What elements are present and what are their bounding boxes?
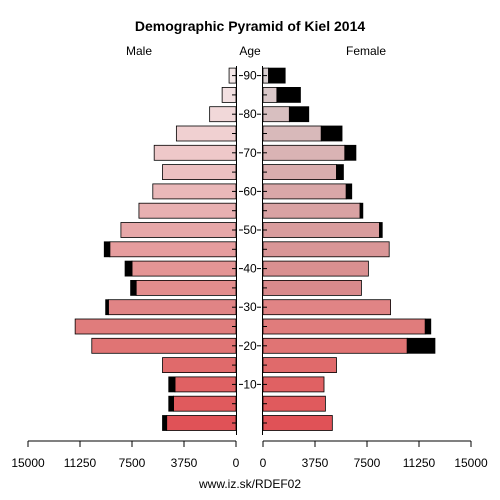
male-x-tick-label: 7500 [119, 456, 146, 470]
female-extra-bar-60-64 [345, 183, 353, 200]
female-extra-bar-25-29 [424, 318, 432, 335]
male-bar-65-69 [162, 164, 237, 181]
female-label: Female [346, 44, 386, 58]
female-bar-45-49 [262, 241, 390, 258]
female-extra-bar-65-69 [336, 164, 344, 181]
female-x-tick-label: 3750 [302, 456, 329, 470]
age-tick-label: 40 [243, 262, 257, 276]
male-extra-bar-30-34 [105, 299, 109, 316]
female-bar-20-24 [262, 337, 408, 354]
female-extra-bar-85-89 [276, 87, 301, 103]
male-bar-20-24 [91, 337, 237, 354]
female-extra-bar-55-59 [359, 202, 364, 219]
male-bar-35-39 [135, 279, 237, 296]
male-extra-bar-35-39 [130, 279, 137, 296]
female-bar-0-4 [262, 415, 333, 431]
female-bar-30-34 [262, 299, 391, 316]
male-bar-5-9 [173, 395, 237, 412]
male-x-tick-label: 15000 [11, 456, 45, 470]
age-tick-label: 60 [243, 184, 257, 198]
female-extra-bar-70-74 [344, 144, 357, 161]
female-bar-5-9 [262, 395, 326, 412]
male-extra-bar-45-49 [103, 241, 111, 258]
female-bar-75-79 [262, 125, 322, 142]
female-bar-10-14 [262, 376, 325, 393]
male-x-tick-label: 11250 [64, 456, 97, 470]
male-extra-bar-10-14 [168, 376, 176, 393]
male-bar-25-29 [74, 318, 237, 335]
female-x-tick-label: 11250 [403, 456, 436, 470]
age-tick-label: 90 [243, 69, 257, 83]
male-bar-50-54 [120, 222, 237, 238]
male-bar-0-4 [166, 415, 237, 431]
female-x-tick-label: 0 [260, 456, 267, 470]
female-extra-bar-50-54 [379, 222, 383, 238]
female-bars [262, 67, 436, 431]
male-extra-bar-5-9 [168, 395, 175, 412]
female-extra-bar-75-79 [320, 125, 343, 142]
female-extra-bar-80-84 [288, 106, 310, 123]
female-bar-50-54 [262, 222, 380, 238]
female-extra-bar-20-24 [406, 337, 436, 354]
male-bar-30-34 [108, 299, 237, 316]
male-bar-45-49 [109, 241, 237, 258]
male-bar-75-79 [175, 125, 237, 142]
female-bar-60-64 [262, 183, 347, 200]
female-bar-70-74 [262, 144, 346, 161]
male-bar-55-59 [138, 202, 237, 219]
source-footer: www.iz.sk/RDEF02 [198, 477, 301, 491]
female-bar-65-69 [262, 164, 337, 181]
male-bar-40-44 [131, 260, 237, 277]
female-bar-35-39 [262, 279, 362, 296]
female-extra-bar-90+ [268, 67, 286, 84]
male-extra-bar-0-4 [162, 415, 168, 431]
chart-title: Demographic Pyramid of Kiel 2014 [135, 18, 366, 34]
x-ticks: 15000 11250 7500 3750 0 0 3750 7500 11250 15000 [11, 441, 488, 470]
female-bar-55-59 [262, 202, 361, 219]
male-x-tick-label: 3750 [171, 456, 198, 470]
female-bar-25-29 [262, 318, 426, 335]
age-tick-label: 50 [243, 223, 257, 237]
male-bars [74, 67, 237, 431]
female-x-tick-label: 7500 [354, 456, 381, 470]
male-extra-bar-40-44 [124, 260, 133, 277]
male-label: Male [126, 44, 152, 58]
age-tick-label: 30 [243, 300, 257, 314]
male-bar-15-19 [162, 357, 237, 374]
male-bar-10-14 [174, 376, 237, 393]
male-bar-60-64 [152, 183, 237, 200]
male-bar-70-74 [153, 144, 237, 161]
age-ticks: 10 20 30 40 50 60 70 80 90 [232, 69, 267, 424]
age-label: Age [239, 44, 261, 58]
age-tick-label: 20 [243, 339, 257, 353]
female-bar-15-19 [262, 357, 337, 374]
age-tick-label: 80 [243, 107, 257, 121]
age-tick-label: 10 [243, 377, 257, 391]
female-bar-40-44 [262, 260, 369, 277]
age-tick-label: 70 [243, 146, 257, 160]
female-x-tick-label: 15000 [454, 456, 488, 470]
male-x-tick-label: 0 [233, 456, 240, 470]
